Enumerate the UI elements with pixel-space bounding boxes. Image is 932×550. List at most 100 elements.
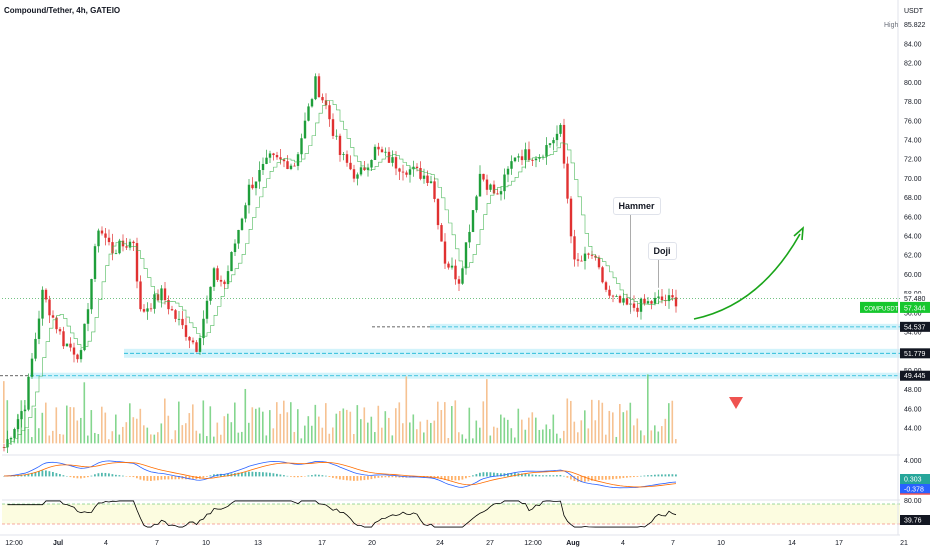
compusdt-tag-label: COMPUSDT <box>864 306 899 312</box>
macd-histogram-bar <box>657 474 660 477</box>
macd-histogram-bar <box>118 475 121 477</box>
candle-body <box>373 146 377 161</box>
volume-bar <box>566 398 569 444</box>
macd-histogram-bar <box>97 473 100 477</box>
candle-body <box>608 289 611 296</box>
candle-body <box>90 278 93 310</box>
macd-histogram-bar <box>129 476 131 477</box>
macd-histogram-bar <box>34 472 37 477</box>
macd-histogram-bar <box>160 476 163 480</box>
volume-bar <box>524 429 527 444</box>
volume-bar <box>598 400 600 444</box>
candle-body <box>86 309 90 324</box>
volume-bar <box>514 437 516 444</box>
volume-bar <box>297 409 299 444</box>
volume-bar <box>633 425 635 444</box>
volume-bar <box>475 420 478 444</box>
candle-body <box>191 340 195 343</box>
volume-bar <box>94 432 96 444</box>
macd-histogram-bar <box>24 474 26 477</box>
candle-body <box>286 161 289 170</box>
volume-bar <box>370 416 373 444</box>
volume-bar <box>430 422 432 444</box>
macd-histogram-bar <box>52 472 54 477</box>
x-tick-label: 24 <box>436 540 444 547</box>
macd-histogram-bar <box>612 476 614 480</box>
volume-bar <box>552 414 555 444</box>
candle-body <box>653 297 657 304</box>
support-tag-1-bg <box>900 321 930 332</box>
candle-body <box>331 119 335 136</box>
candle-body <box>93 246 97 279</box>
candle-body <box>258 170 261 182</box>
volume-bar <box>381 427 383 444</box>
macd-histogram-bar <box>461 476 464 480</box>
candle-body <box>562 124 566 164</box>
volume-bar <box>62 434 65 444</box>
macd-histogram-bar <box>94 474 96 477</box>
candle-body <box>335 135 338 137</box>
candle-body <box>359 167 363 175</box>
candle-body <box>219 279 223 282</box>
candle-body <box>265 157 268 164</box>
candle-body <box>503 174 506 192</box>
y-tick-label: 60.00 <box>904 272 922 279</box>
macd-histogram-bar <box>146 476 149 481</box>
y-tick-label: 44.00 <box>904 426 922 433</box>
candle-body <box>513 157 517 162</box>
volume-bar <box>605 434 607 444</box>
y-tick-label: 62.00 <box>904 253 922 260</box>
volume-bar <box>248 422 250 444</box>
volume-bar <box>636 418 639 444</box>
volume-bar <box>454 400 457 444</box>
candle-body <box>429 181 433 183</box>
macd-signal-line <box>3 461 677 488</box>
volume-bar <box>286 412 289 444</box>
candle-body <box>426 175 429 183</box>
x-tick-label: 12:00 <box>5 540 23 547</box>
x-tick-label: 14 <box>788 540 796 547</box>
candle-body <box>611 295 615 297</box>
candle-body <box>667 295 671 302</box>
candle-body <box>34 338 37 359</box>
macd-histogram-bar <box>31 472 33 477</box>
candle-body <box>548 143 552 146</box>
x-tick-label: Aug <box>566 540 580 547</box>
macd-histogram-bar <box>468 476 471 478</box>
macd-histogram-bar <box>398 476 401 478</box>
volume-bar <box>594 420 597 444</box>
support-zone-51779 <box>124 348 900 358</box>
macd-histogram-bar <box>199 476 201 479</box>
volume-bar <box>671 400 674 444</box>
volume-bar <box>517 408 520 444</box>
volume-bar <box>458 432 460 444</box>
candle-body <box>576 259 580 261</box>
volume-bar <box>146 427 149 444</box>
volume-bar <box>416 429 418 444</box>
volume-bar <box>398 402 401 444</box>
volume-bar <box>542 429 544 444</box>
candle-body <box>209 286 212 301</box>
y-tick-label: 70.00 <box>904 176 922 183</box>
candle-body <box>279 157 282 160</box>
volume-bar <box>440 410 443 444</box>
candle-body <box>443 241 447 264</box>
x-tick-label: 20 <box>368 540 376 547</box>
macd-histogram-bar <box>342 476 345 480</box>
volume-bar <box>489 435 492 444</box>
macd-signal-tag-bg <box>900 484 930 494</box>
volume-bar <box>115 414 117 444</box>
candle-body <box>146 308 149 312</box>
volume-bar <box>377 405 380 444</box>
macd-histogram-bar <box>73 476 75 478</box>
volume-bar <box>272 428 275 444</box>
volume-bar <box>587 428 590 444</box>
volume-bar <box>234 402 236 444</box>
macd-histogram-bar <box>111 474 114 477</box>
x-tick-label: 7 <box>155 540 159 547</box>
hammer-annotation: Hammer <box>612 197 661 215</box>
volume-bar <box>318 416 320 444</box>
volume-bar <box>244 388 247 444</box>
volume-bar <box>346 409 348 444</box>
